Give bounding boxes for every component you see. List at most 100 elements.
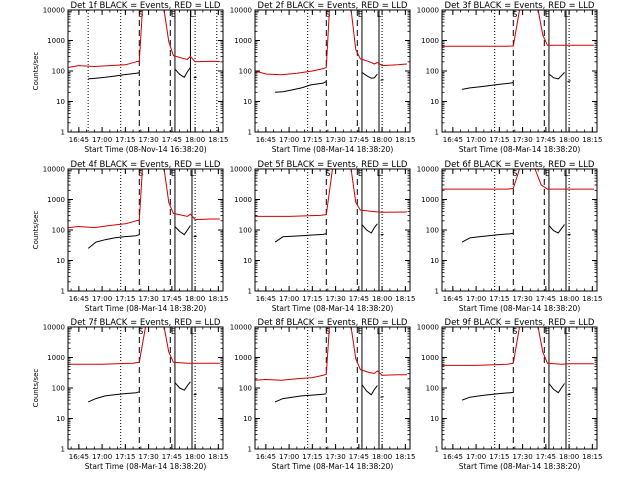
y-tick-label: 10000 [417,166,439,174]
x-tick-label: 17:15 [489,453,509,461]
x-axis-label: Start Time (08-Mar-14 18:38:20) [85,462,207,471]
chart-title: Det 7f BLACK = Events, RED = LLD [71,318,221,328]
events-series-line [174,381,191,391]
x-tick-label: 18:00 [372,295,392,303]
chart-panel: Det 4f BLACK = Events, RED = LLD Start Ti… [32,160,228,313]
chart-title: Det 4f BLACK = Events, RED = LLD [71,160,221,170]
chart-panel: Det 6f BLACK = Events, RED = LLD Start Ti… [417,160,603,313]
y-tick-label: 10000 [417,324,439,332]
y-tick-label: 1 [61,129,65,137]
events-series-line [461,391,514,401]
y-tick-label: 1000 [47,354,65,362]
chart-title: Det 3f BLACK = Events, RED = LLD [445,1,595,11]
chart-title: Det 1f BLACK = Events, RED = LLD [71,1,221,11]
flag-label: S [512,10,517,19]
x-tick-label: 16:45 [69,453,89,461]
y-tick-label: 100 [52,68,65,76]
x-tick-label: 17:45 [536,136,556,144]
events-series-line [88,72,140,80]
x-tick-label: 18:15 [395,295,415,303]
x-tick-label: 17:00 [466,295,486,303]
x-tick-label: 18:15 [208,453,228,461]
x-tick-label: 18:00 [185,295,205,303]
lld-series-line [254,9,407,76]
chart-title: Det 2f BLACK = Events, RED = LLD [258,1,408,11]
x-axis-label: Start Time (08-Mar-14 18:38:20) [459,462,581,471]
plot-frame [254,326,411,450]
y-axis-label: Counts/sec [32,369,40,408]
events-series-line [174,225,191,236]
y-tick-label: 1 [435,446,439,454]
chart-panel: Det 9f BLACK = Events, RED = LLD Start Ti… [417,318,603,471]
chart-panel: Det 2f BLACK = Events, RED = LLD Start Ti… [230,1,416,154]
x-tick-label: 17:00 [466,453,486,461]
x-tick-label: 17:30 [513,295,533,303]
x-tick-label: 16:45 [256,295,276,303]
events-series-line [174,67,191,78]
flag-label: L [564,169,569,178]
chart-panel: Det 5f BLACK = Events, RED = LLD Start Ti… [230,160,416,313]
flag-label: E [171,10,176,19]
chart-panel: Det 8f BLACK = Events, RED = LLD Start Ti… [230,318,416,471]
x-tick-label: 17:45 [162,453,182,461]
flag-label: E [171,327,176,336]
events-series-line [361,223,378,234]
x-tick-label: 17:00 [92,295,112,303]
x-tick-label: 16:45 [69,136,89,144]
chart-panel: Det 3f BLACK = Events, RED = LLD Start Ti… [417,1,603,154]
x-tick-label: 16:45 [443,453,463,461]
y-tick-label: 100 [239,227,252,235]
events-series-line [193,393,197,396]
events-series-line [275,81,327,93]
y-tick-label: 10 [243,257,252,265]
x-tick-label: 18:00 [559,295,579,303]
x-tick-label: 16:45 [256,453,276,461]
events-series-line [361,71,378,79]
flag-label: L [564,327,569,336]
y-tick-label: 10000 [43,324,65,332]
flag-label: L [377,10,382,19]
flag-label: S [325,169,330,178]
x-tick-label: 18:00 [185,453,205,461]
events-series-line [380,79,384,81]
x-tick-label: 17:00 [92,453,112,461]
chart-panel: Det 7f BLACK = Events, RED = LLD Start Ti… [32,318,228,471]
y-tick-label: 1000 [421,354,439,362]
events-series-line [193,235,197,238]
y-tick-label: 1 [435,288,439,296]
x-axis-label: Start Time (08-Mar-14 18:38:20) [459,145,581,154]
y-tick-label: 1000 [47,37,65,45]
flag-label: E [545,169,550,178]
x-tick-label: 16:45 [69,295,89,303]
flag-label: L [190,169,195,178]
x-tick-label: 18:15 [395,136,415,144]
chart-panel: Det 1f BLACK = Events, RED = LLD Start Ti… [32,1,228,154]
y-tick-label: 100 [239,385,252,393]
chart-title: Det 5f BLACK = Events, RED = LLD [258,160,408,170]
y-tick-label: 10 [430,98,439,106]
x-tick-label: 17:00 [279,453,299,461]
events-series-line [567,393,571,396]
y-tick-label: 100 [426,227,439,235]
y-tick-label: 1000 [234,37,252,45]
y-tick-label: 10 [243,98,252,106]
y-tick-label: 10000 [230,324,252,332]
flag-label: S [138,169,143,178]
events-series-line [548,383,565,394]
x-tick-label: 17:45 [536,295,556,303]
x-tick-label: 18:15 [208,295,228,303]
x-tick-label: 17:15 [302,453,322,461]
flag-label: S [138,10,143,19]
flag-label: S [512,327,517,336]
y-tick-label: 10 [430,257,439,265]
x-tick-label: 17:45 [536,453,556,461]
events-series-line [274,233,327,243]
x-tick-label: 18:15 [208,136,228,144]
x-tick-label: 17:30 [513,453,533,461]
x-tick-label: 17:30 [513,136,533,144]
y-tick-label: 1 [435,129,439,137]
events-series-line [548,72,565,80]
y-tick-label: 1000 [421,196,439,204]
x-tick-label: 18:00 [185,136,205,144]
